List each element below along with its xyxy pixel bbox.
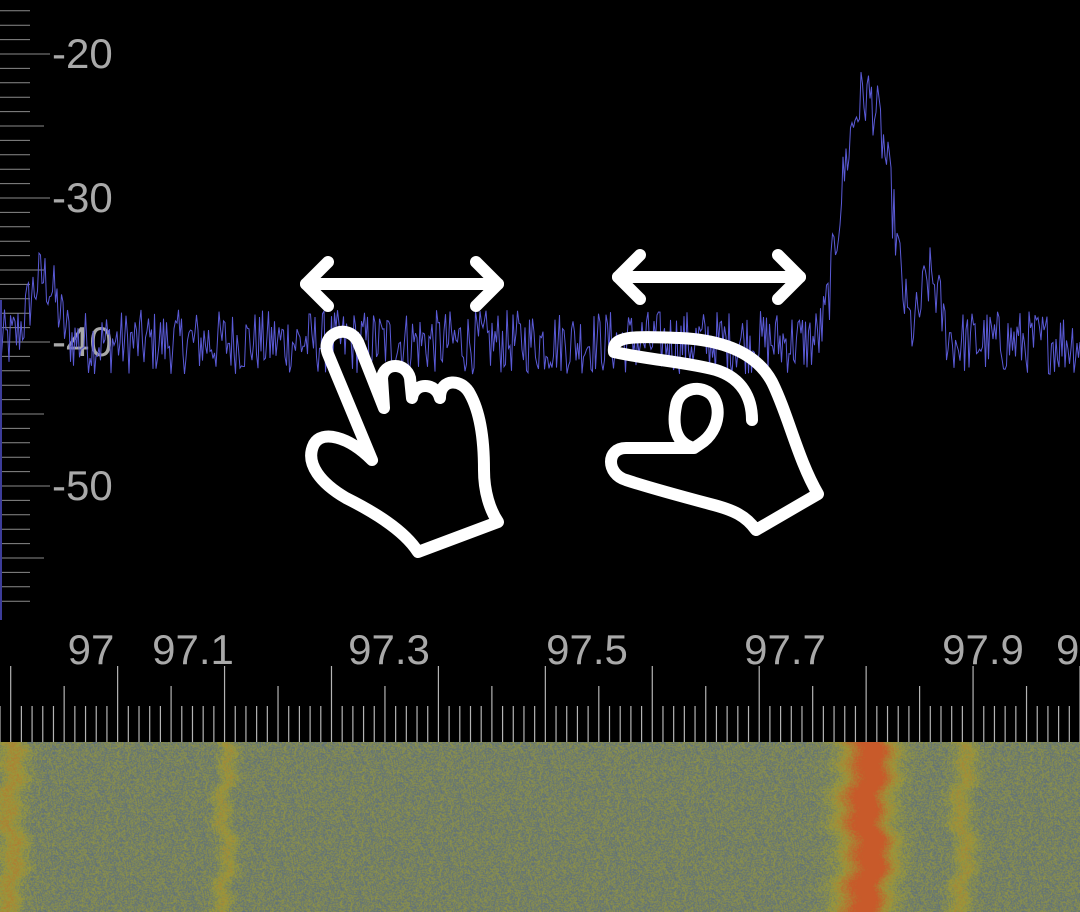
frequency-label: 97.5: [546, 626, 628, 673]
spectrum-plot[interactable]: -20 -30 -40 -50: [0, 0, 1080, 620]
frequency-axis[interactable]: 97 97.1 97.3 97.5 97.7 97.9 98: [0, 620, 1080, 742]
frequency-label: 97.9: [942, 626, 1024, 673]
frequency-label: 97.7: [744, 626, 826, 673]
frequency-label: 98: [1056, 626, 1080, 673]
spectrum-svg[interactable]: -20 -30 -40 -50: [0, 0, 1080, 620]
spectrum-trace: [0, 72, 1080, 376]
frequency-label: 97.1: [152, 626, 234, 673]
frequency-label: 97.3: [348, 626, 430, 673]
frequency-ticks: [0, 666, 1080, 742]
frequency-axis-svg[interactable]: 97 97.1 97.3 97.5 97.7 97.9 98: [0, 620, 1080, 742]
db-axis-ticks: [0, 10, 50, 602]
db-label: -20: [52, 30, 113, 77]
waterfall-display[interactable]: [0, 742, 1080, 912]
db-label: -50: [52, 462, 113, 509]
db-label: -30: [52, 174, 113, 221]
frequency-label: 97: [68, 626, 115, 673]
